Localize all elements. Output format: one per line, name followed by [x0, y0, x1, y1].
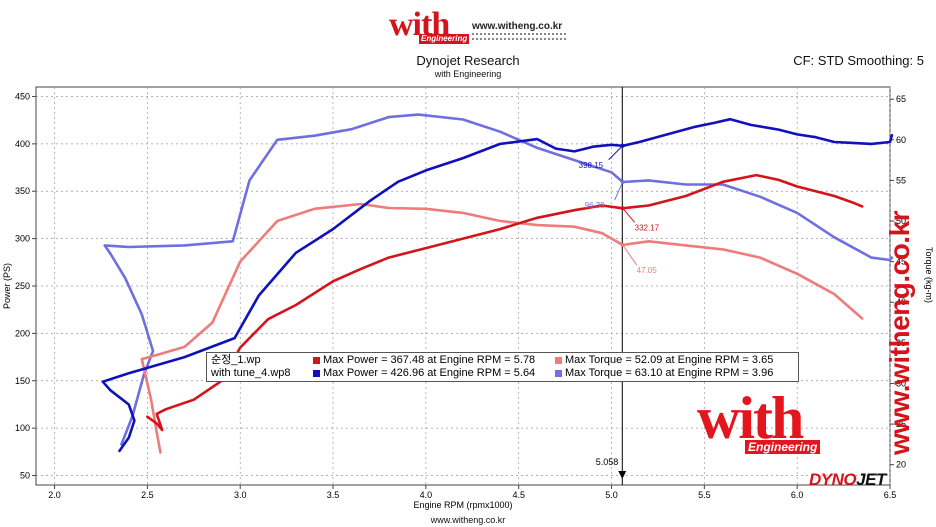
legend-swatch-stock-power: [313, 357, 320, 364]
chart-subtitle: with Engineering: [434, 69, 502, 79]
y2-axis-ticks: 20 25 30 35 40 45 50 55 60 65: [890, 94, 906, 470]
x-axis-ticks: 2.0 2.5 3.0 3.5 4.0 4.5 5.0 5.5 6.0 6.5: [48, 485, 896, 500]
y2-tick-label-8: 60: [896, 135, 906, 145]
y-axis-ticks: 50 100 150 200 250 300 350 400 450: [15, 91, 36, 481]
cursor-arrow: [618, 471, 627, 479]
y-tick-label-2: 150: [15, 376, 30, 386]
x-tick-label-4: 4.0: [420, 490, 433, 500]
cursor-point-3: [620, 242, 625, 247]
legend-tune-torque: Max Torque = 63.10 at Engine RPM = 3.96: [565, 367, 774, 379]
header-fine-print-2: [472, 38, 566, 42]
y2-tick-label-0: 20: [896, 460, 906, 470]
cf-smoothing-text: CF: STD Smoothing: 5: [793, 53, 924, 68]
x-tick-label-8: 6.0: [791, 490, 804, 500]
cursor-value-label: 5.058: [596, 457, 619, 467]
y2-tick-label-2: 30: [896, 378, 906, 388]
legend-file-stock: 순정_1.wp: [211, 354, 261, 366]
legend-swatch-tune-torque: [555, 370, 562, 377]
x-tick-label-6: 5.0: [605, 490, 618, 500]
dynojet-logo: DYNOJET: [809, 470, 886, 490]
bottom-url: www.witheng.co.kr: [430, 515, 506, 525]
legend-row-tune: with tune_4.wp8 Max Power = 426.96 at En…: [207, 367, 798, 380]
y2-tick-label-6: 50: [896, 216, 906, 226]
y-tick-label-1: 100: [15, 423, 30, 433]
x-tick-label-0: 2.0: [48, 490, 61, 500]
header-logo-sub: Engineering: [419, 34, 470, 44]
legend-swatch-stock-torque: [555, 357, 562, 364]
cursor-point-1: [620, 180, 625, 185]
x-tick-label-7: 5.5: [698, 490, 711, 500]
y-tick-label-4: 250: [15, 281, 30, 291]
watermark-engineering: Engineering: [745, 440, 821, 454]
legend-stock-torque: Max Torque = 52.09 at Engine RPM = 3.65: [565, 354, 774, 366]
cursor-label-stock-torque: 47.05: [637, 266, 658, 275]
y-tick-label-7: 400: [15, 139, 30, 149]
cursor-point-0: [620, 143, 625, 148]
y2-tick-label-4: 40: [896, 297, 906, 307]
cursor-label-tune-torque: 96.39: [585, 201, 606, 210]
y-tick-label-8: 450: [15, 91, 30, 101]
series-line-stock-torque: [140, 202, 864, 454]
y2-tick-label-3: 35: [896, 338, 906, 348]
dynojet-logo-b: JET: [856, 470, 886, 489]
x-tick-label-3: 3.5: [327, 490, 340, 500]
legend-file-tune: with tune_4.wp8: [211, 367, 291, 379]
x-tick-label-5: 4.5: [512, 490, 525, 500]
chart-title: Dynojet Research: [416, 53, 520, 68]
cursor-leader-1: [614, 181, 624, 201]
y2-tick-label-1: 25: [896, 419, 906, 429]
x-tick-label-9: 6.5: [884, 490, 897, 500]
y2-tick-label-9: 65: [896, 94, 906, 104]
series-line-tune-torque: [103, 113, 894, 446]
legend-tune-power: Max Power = 426.96 at Engine RPM = 5.64: [323, 367, 536, 379]
y-tick-label-3: 200: [15, 328, 30, 338]
cursor-leader-3: [622, 244, 638, 266]
dynojet-logo-a: DYNO: [809, 470, 857, 489]
series-line-stock-power: [146, 173, 864, 432]
y-tick-label-6: 350: [15, 186, 30, 196]
y-tick-label-5: 300: [15, 234, 30, 244]
legend-row-stock: 순정_1.wp Max Power = 367.48 at Engine RPM…: [207, 354, 798, 367]
x-tick-label-2: 3.0: [234, 490, 247, 500]
y-tick-label-0: 50: [20, 471, 30, 481]
watermark-vertical-url-text: www.witheng.co.kr: [884, 210, 915, 455]
watermark-with: with: [697, 385, 804, 451]
cursor-leader-2: [622, 207, 636, 223]
x-axis-label: Engine RPM (rpmx1000): [413, 500, 512, 510]
cursor-label-tune-power: 398.15: [579, 161, 604, 170]
cursor-label-stock-power: 332.17: [635, 223, 660, 232]
series-line-tune-power: [101, 117, 894, 453]
legend-swatch-tune-power: [313, 370, 320, 377]
legend-stock-power: Max Power = 367.48 at Engine RPM = 5.78: [323, 354, 536, 366]
y2-tick-label-7: 55: [896, 175, 906, 185]
y-axis-label: Power (PS): [2, 263, 12, 309]
y2-tick-label-5: 45: [896, 257, 906, 267]
header-url: www.witheng.co.kr: [472, 21, 563, 32]
legend: 순정_1.wp Max Power = 367.48 at Engine RPM…: [206, 352, 799, 382]
cursor-group: 5.058 398.15 96.39 332.17 47.05: [579, 87, 660, 485]
series-group: [101, 113, 894, 454]
x-tick-label-1: 2.5: [141, 490, 154, 500]
cursor-point-2: [620, 206, 625, 211]
header-fine-print: [472, 33, 566, 37]
y2-axis-label: Torque (kg-m): [924, 247, 934, 303]
cursor-leader-0: [608, 145, 624, 161]
watermark-vertical-url: www.witheng.co.kr: [850, 205, 915, 455]
